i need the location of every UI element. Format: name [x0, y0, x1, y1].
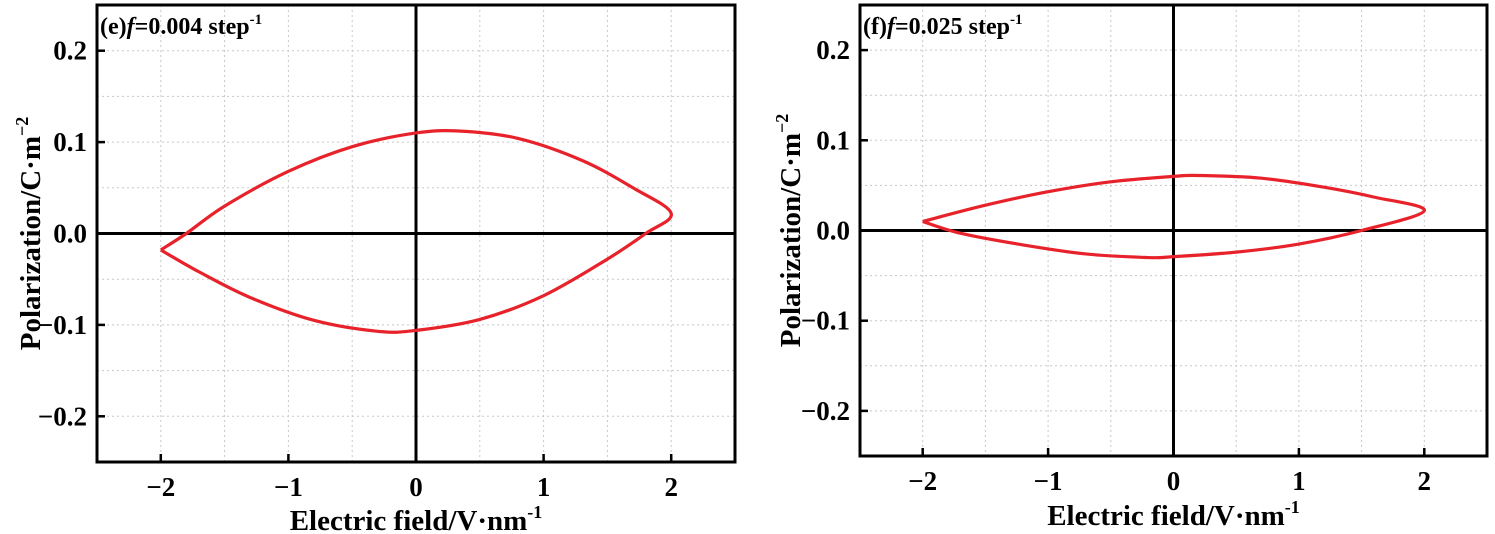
- x-tick-label: 2: [1418, 466, 1432, 496]
- y-tick-label: 0.2: [53, 36, 87, 66]
- panel-label: (e)f=0.004 step-1: [100, 12, 262, 40]
- panel-e: −2 −1 0 1 2 −0.2 −0.1 0.0 0.1 0.2 Electric field/V…: [12, 3, 737, 534]
- x-tick-label: −2: [908, 466, 937, 496]
- series-pe-loop: [159, 129, 673, 334]
- y-axis-title: Polarization/C·m−2: [12, 117, 47, 351]
- x-tick-label: 0: [1167, 466, 1181, 496]
- x-tick-label: −2: [146, 472, 175, 502]
- y-axis-title: Polarization/C·m−2: [772, 114, 807, 348]
- y-tick-label: −0.2: [38, 401, 87, 431]
- x-tick-label: 1: [1292, 466, 1306, 496]
- y-tick-label: −0.1: [38, 310, 87, 340]
- x-axis-title: Electric field/V·nm-1: [1047, 497, 1300, 532]
- y-tick-label: 0.1: [53, 127, 87, 157]
- series-pe-loop: [922, 173, 1426, 260]
- panel-label: (f)f=0.025 step-1: [863, 12, 1023, 40]
- x-tick-label: −1: [1034, 466, 1063, 496]
- panel-f: −2 −1 0 1 2 −0.2 −0.1 0.0 0.1 0.2 Electric field/V…: [772, 3, 1489, 532]
- y-tick-label: −0.2: [801, 396, 850, 426]
- x-tick-label: −1: [274, 472, 303, 502]
- y-tick-label: 0.2: [816, 35, 850, 65]
- x-tick-label: 2: [664, 472, 678, 502]
- y-tick-label: 0.0: [53, 219, 87, 249]
- x-axis-title: Electric field/V·nm-1: [290, 502, 543, 534]
- y-tick-label: −0.1: [801, 306, 850, 336]
- y-tick-label: 0.0: [816, 216, 850, 246]
- x-tick-label: 1: [537, 472, 551, 502]
- y-tick-label: 0.1: [816, 125, 850, 155]
- x-tick-label: 0: [409, 472, 423, 502]
